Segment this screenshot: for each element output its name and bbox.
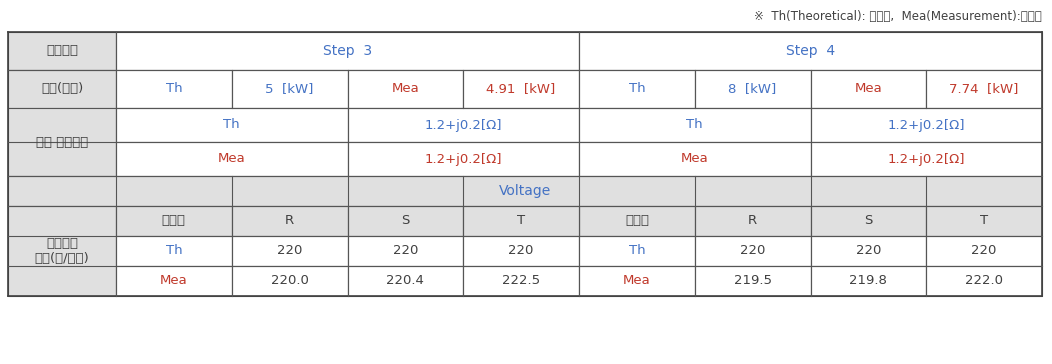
Text: 220.0: 220.0: [270, 274, 308, 288]
Bar: [347, 70, 463, 108]
Text: 220: 220: [277, 245, 302, 257]
Text: 상분류: 상분류: [162, 214, 186, 228]
Text: 220: 220: [508, 245, 533, 257]
Text: 시험단계: 시험단계: [46, 44, 78, 58]
Bar: [810, 70, 926, 108]
Bar: [579, 70, 694, 108]
Text: 부하(삼상): 부하(삼상): [41, 83, 83, 95]
Bar: [347, 236, 463, 266]
Bar: [926, 236, 1041, 266]
Text: Th: Th: [165, 83, 182, 95]
Text: 220: 220: [971, 245, 997, 257]
Text: 선로 임피던스: 선로 임피던스: [36, 135, 88, 149]
Bar: [926, 206, 1041, 236]
Text: Mea: Mea: [623, 274, 651, 288]
Text: 7.74  [kW]: 7.74 [kW]: [950, 83, 1018, 95]
Bar: [463, 206, 579, 236]
Bar: [463, 236, 579, 266]
Text: 222.0: 222.0: [965, 274, 1004, 288]
Bar: [116, 108, 347, 142]
Bar: [810, 266, 926, 296]
Text: 1.2+j0.2[Ω]: 1.2+j0.2[Ω]: [888, 153, 965, 166]
Bar: [231, 70, 347, 108]
Text: Mea: Mea: [391, 83, 420, 95]
Bar: [810, 142, 1041, 176]
Text: 219.5: 219.5: [733, 274, 771, 288]
Bar: [116, 70, 231, 108]
Text: 8  [kW]: 8 [kW]: [728, 83, 776, 95]
Bar: [810, 108, 1041, 142]
Text: Mea: Mea: [160, 274, 187, 288]
Text: Mea: Mea: [681, 153, 709, 166]
Text: T: T: [980, 214, 988, 228]
Text: R: R: [285, 214, 295, 228]
Text: Step  4: Step 4: [786, 44, 835, 58]
Text: S: S: [864, 214, 872, 228]
Bar: [694, 70, 810, 108]
Bar: [231, 266, 347, 296]
Bar: [810, 206, 926, 236]
Bar: [694, 206, 810, 236]
Bar: [347, 266, 463, 296]
Bar: [463, 266, 579, 296]
Bar: [579, 236, 694, 266]
Bar: [116, 236, 231, 266]
Bar: [231, 206, 347, 236]
Text: 1.2+j0.2[Ω]: 1.2+j0.2[Ω]: [425, 153, 502, 166]
Text: Th: Th: [223, 119, 240, 131]
Text: Mea: Mea: [854, 83, 883, 95]
Bar: [463, 70, 579, 108]
Bar: [810, 236, 926, 266]
Bar: [926, 266, 1041, 296]
Bar: [347, 142, 579, 176]
Text: 220.4: 220.4: [386, 274, 424, 288]
Bar: [579, 266, 694, 296]
Text: 4.91  [kW]: 4.91 [kW]: [486, 83, 555, 95]
Text: 222.5: 222.5: [502, 274, 540, 288]
Bar: [347, 108, 579, 142]
Text: 220: 220: [740, 245, 765, 257]
Bar: [579, 32, 1041, 70]
Bar: [694, 236, 810, 266]
Bar: [579, 108, 810, 142]
Text: Voltage: Voltage: [499, 184, 551, 198]
Bar: [579, 142, 810, 176]
Text: 상분류: 상분류: [625, 214, 649, 228]
Bar: [231, 236, 347, 266]
Bar: [116, 206, 231, 236]
Bar: [347, 206, 463, 236]
Text: 5  [kW]: 5 [kW]: [265, 83, 313, 95]
Bar: [8, 206, 116, 296]
Text: 1.2+j0.2[Ω]: 1.2+j0.2[Ω]: [888, 119, 965, 131]
Bar: [116, 266, 231, 296]
Text: 220: 220: [855, 245, 882, 257]
Text: R: R: [748, 214, 757, 228]
Bar: [8, 32, 116, 70]
Text: Mea: Mea: [218, 153, 245, 166]
Text: T: T: [518, 214, 525, 228]
Bar: [116, 32, 579, 70]
Text: Th: Th: [628, 83, 645, 95]
Text: 1.2+j0.2[Ω]: 1.2+j0.2[Ω]: [425, 119, 502, 131]
Bar: [926, 70, 1041, 108]
Text: Step  3: Step 3: [323, 44, 372, 58]
Text: Th: Th: [628, 245, 645, 257]
Text: Th: Th: [687, 119, 703, 131]
Bar: [8, 176, 1041, 206]
Text: ※  Th(Theoretical): 이론치,  Mea(Measurement):측정치: ※ Th(Theoretical): 이론치, Mea(Measurement)…: [754, 9, 1041, 23]
Text: S: S: [401, 214, 409, 228]
Bar: [694, 266, 810, 296]
Bar: [8, 70, 116, 108]
Text: Th: Th: [165, 245, 182, 257]
Bar: [8, 108, 116, 176]
Bar: [116, 142, 347, 176]
Text: 220: 220: [392, 245, 418, 257]
Bar: [579, 206, 694, 236]
Text: 219.8: 219.8: [849, 274, 887, 288]
Text: 선로전단
전압(상/선간): 선로전단 전압(상/선간): [35, 237, 89, 265]
